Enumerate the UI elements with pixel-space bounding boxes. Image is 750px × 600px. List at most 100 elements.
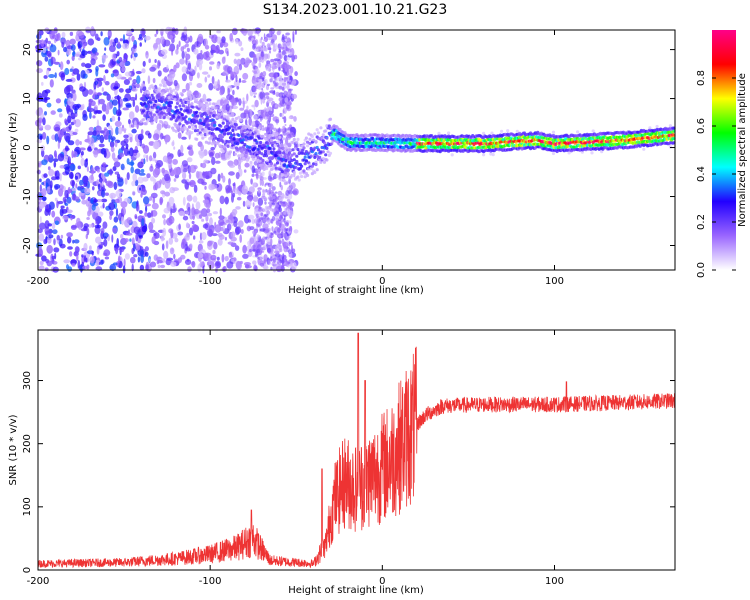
spectrogram-cell (86, 227, 90, 236)
x-tick-label: -100 (199, 576, 222, 587)
spectrogram-cell (124, 71, 132, 77)
spectrogram-cell (213, 141, 217, 145)
spectrogram-cell (141, 85, 147, 91)
spectrogram-cell (243, 147, 247, 151)
spectrogram-cell (231, 27, 238, 36)
spectrogram-cell (288, 79, 292, 83)
spectrogram-cell (102, 221, 108, 229)
spectrogram-cell (308, 141, 312, 146)
spectrogram-cell (211, 233, 218, 237)
spectrogram-cell (167, 96, 171, 100)
spectrogram-cell (285, 97, 289, 103)
spectrogram-cell (75, 183, 78, 189)
spectrogram-cell (44, 111, 47, 116)
spectrogram-cell (141, 225, 148, 233)
spectrogram-cell (79, 141, 82, 145)
spectrogram-cell (198, 240, 204, 244)
spectrogram-cell (44, 124, 52, 131)
spectrogram-cell (96, 134, 101, 140)
spectrogram-cell (262, 236, 267, 242)
spectrogram-cell (109, 263, 117, 272)
spectrogram-cell (269, 50, 271, 54)
spectrogram-cell (257, 33, 260, 37)
spectrogram-cell (270, 123, 274, 129)
spectrogram-cell (254, 82, 258, 87)
spectrogram-cell (153, 254, 159, 261)
spectrogram-cell (57, 200, 64, 205)
spectrogram-cell (114, 95, 122, 100)
spectrogram-cell (180, 35, 188, 42)
spectrogram-cell (209, 108, 213, 112)
spectrogram-cell (321, 133, 325, 137)
figure-title: S134.2023.001.10.21.G23 (263, 2, 448, 18)
spectrogram-cell (283, 256, 286, 262)
spectrogram-cell (264, 201, 267, 205)
spectrogram-cell (240, 141, 245, 145)
spectrogram-cell (203, 159, 209, 164)
spectrogram-cell (227, 114, 231, 118)
spectrogram-cell (160, 190, 166, 195)
spectrogram-cell (285, 90, 287, 95)
spectrogram-cell (205, 175, 210, 180)
spectrogram-cell (274, 166, 278, 170)
spectrogram-cell (70, 112, 76, 120)
spectrogram-cell (250, 155, 254, 159)
spectrogram-cell (119, 38, 124, 42)
spectrogram-cell (35, 108, 42, 117)
spectrogram-cell (109, 214, 112, 220)
spectrogram-cell (209, 61, 215, 65)
spectrogram-cell (142, 118, 146, 122)
spectrogram-cell (277, 77, 283, 82)
spectrogram-cell (165, 258, 172, 266)
spectrogram-cell (274, 154, 278, 158)
spectrogram-cell (52, 229, 58, 235)
spectrogram-cell (227, 140, 231, 144)
spectrogram-cell (166, 88, 170, 93)
spectrogram-cell (227, 126, 231, 130)
spectrogram-cell (226, 142, 230, 146)
spectrogram-cell (132, 243, 136, 252)
spectrogram-cell (293, 229, 299, 234)
spectrogram-cell (82, 175, 89, 184)
spectrogram-cell (134, 168, 141, 175)
spectrogram-cell (266, 119, 270, 126)
spectrogram-cell (101, 87, 104, 92)
spectrogram-cell (100, 259, 104, 265)
spectrogram-cell (94, 105, 98, 111)
spectrogram-cell (48, 234, 54, 239)
spectrogram-cell (296, 175, 300, 179)
spectrogram-cell (262, 167, 266, 171)
spectrogram-cell (172, 128, 176, 132)
spectrogram-cell (136, 244, 141, 251)
spectrogram-cell (271, 100, 276, 107)
spectrogram-cell (173, 253, 176, 260)
spectrogram-cell (40, 39, 45, 48)
spectrogram-cell (37, 228, 43, 234)
spectrogram-cell (149, 196, 153, 201)
spectrogram-cell (160, 49, 168, 55)
spectrogram-cell (183, 117, 187, 121)
spectrogram-cell (166, 217, 173, 226)
spectrogram-cell (271, 234, 275, 238)
spectrogram-cell (252, 44, 256, 50)
spectrogram-cell (284, 174, 288, 178)
spectrogram-cell (228, 254, 234, 259)
spectrogram-cell (276, 220, 280, 226)
spectrogram-cell (95, 236, 102, 244)
spectrogram-cell (230, 133, 234, 137)
spectrogram-cell (123, 52, 128, 61)
spectrogram-cell (221, 128, 225, 132)
spectrogram-cell (76, 217, 81, 225)
spectrogram-cell (56, 32, 61, 41)
spectrogram-cell (295, 154, 299, 158)
spectrogram-cell (246, 93, 249, 102)
y-tick-label: 100 (22, 497, 33, 516)
spectrogram-cell (98, 98, 106, 105)
spectrogram-cell (174, 129, 178, 133)
spectrogram-cell (262, 217, 268, 223)
spectrogram-cell (314, 152, 318, 156)
spectrogram-cell (163, 250, 169, 260)
spectrogram-cell (89, 245, 92, 251)
spectrogram-cell (282, 233, 288, 238)
spectrogram-cell (291, 140, 295, 144)
